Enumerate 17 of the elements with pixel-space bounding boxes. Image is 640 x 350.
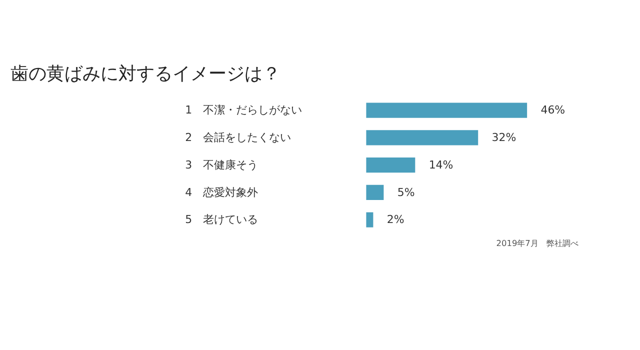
bar bbox=[366, 184, 384, 200]
data-label: 32% bbox=[492, 131, 516, 144]
text: 歯の黄ばみに対するイメージは？ bbox=[10, 63, 280, 84]
data-label: 2% bbox=[386, 213, 404, 226]
y-tick-label: 4 恋愛対象外 bbox=[185, 186, 258, 199]
text: 2019年7月 弊社調べ bbox=[496, 238, 578, 248]
y-tick-label: 3 不健康そう bbox=[185, 158, 258, 172]
data-label: 46% bbox=[540, 104, 566, 117]
y-tick-label: 1 不潔・だらしがない bbox=[185, 104, 302, 117]
bar bbox=[366, 102, 528, 118]
data-label: 5% bbox=[397, 186, 415, 199]
bar bbox=[366, 158, 416, 173]
y-tick-label: 5 老けている bbox=[185, 213, 258, 226]
data-label: 14% bbox=[428, 158, 454, 172]
bar bbox=[366, 130, 478, 146]
y-tick-label: 2 会話をしたくない bbox=[185, 131, 292, 144]
bar bbox=[366, 212, 374, 228]
